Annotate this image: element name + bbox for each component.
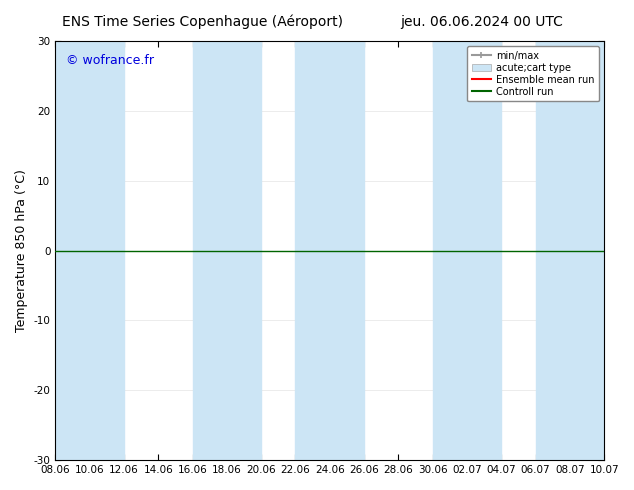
- Bar: [295, 41, 364, 460]
- Bar: [432, 41, 501, 460]
- Text: © wofrance.fr: © wofrance.fr: [67, 53, 154, 67]
- Y-axis label: Temperature 850 hPa (°C): Temperature 850 hPa (°C): [15, 169, 28, 332]
- Text: ENS Time Series Copenhague (Aéroport): ENS Time Series Copenhague (Aéroport): [62, 15, 344, 29]
- Legend: min/max, acute;cart type, Ensemble mean run, Controll run: min/max, acute;cart type, Ensemble mean …: [467, 46, 599, 101]
- Bar: [536, 41, 604, 460]
- Bar: [193, 41, 261, 460]
- Bar: [55, 41, 124, 460]
- Text: jeu. 06.06.2024 00 UTC: jeu. 06.06.2024 00 UTC: [401, 15, 563, 29]
